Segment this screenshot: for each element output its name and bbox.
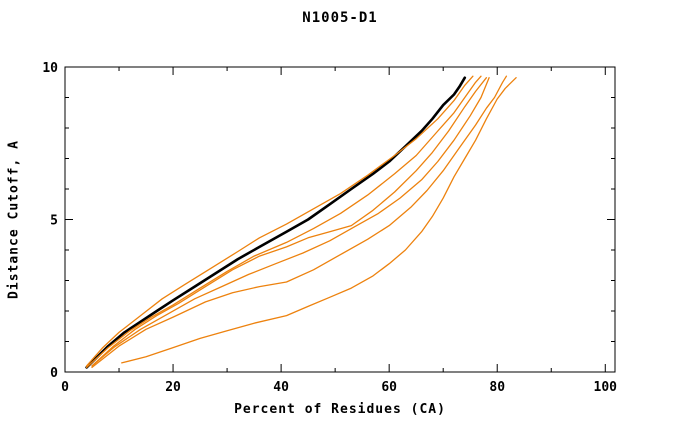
series-model-6 [121,77,517,364]
y-tick-label: 5 [50,214,58,229]
series-model-3 [91,77,488,367]
y-tick-label: 10 [42,61,58,76]
x-tick-label: 80 [489,380,505,395]
x-tick-label: 20 [165,380,181,395]
chart-title: N1005-D1 [302,10,378,26]
x-tick-label: 60 [381,380,397,395]
x-tick-label: 0 [61,380,69,395]
series-reference-structure [85,76,467,369]
x-axis-label: Percent of Residues (CA) [234,402,446,417]
series-model-1 [85,75,474,367]
y-tick-label: 0 [50,366,58,381]
x-tick-label: 40 [273,380,289,395]
x-tick-label: 100 [594,380,618,395]
y-axis-label: Distance Cutoff, A [6,140,22,299]
series-model-4 [91,77,490,367]
series-model-5 [91,75,508,369]
series-model-2 [85,75,482,369]
plot-border [64,66,616,373]
